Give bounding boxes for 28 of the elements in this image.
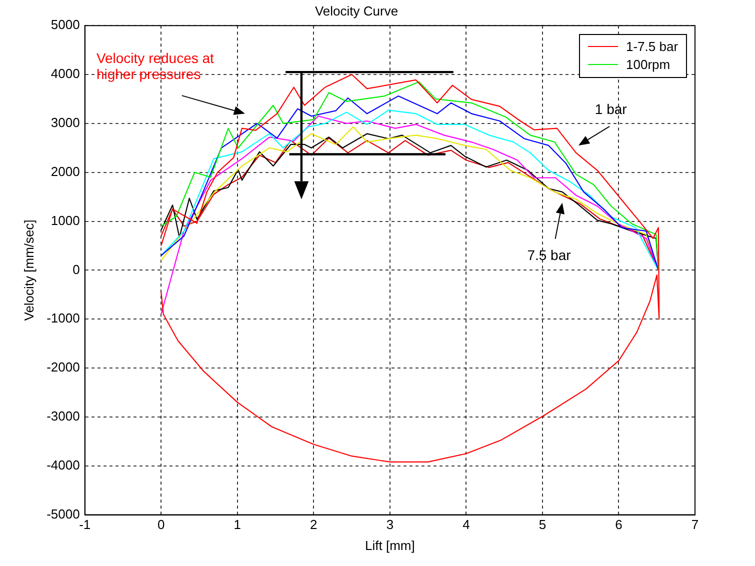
legend-label: 1-7.5 bar bbox=[626, 39, 678, 54]
x-tick-label: 2 bbox=[310, 517, 318, 532]
y-tick-label: -5000 bbox=[46, 506, 80, 522]
y-tick-label: 1000 bbox=[50, 212, 80, 228]
y-tick-label: 5000 bbox=[50, 17, 80, 32]
legend-label: 100rpm bbox=[626, 57, 670, 72]
annotation: Velocity reduces at higher pressures bbox=[96, 50, 215, 82]
y-tick-label: -3000 bbox=[46, 408, 80, 424]
x-tick-label: 3 bbox=[386, 517, 394, 532]
annotation: 7.5 bar bbox=[527, 246, 571, 263]
y-axis-title: Velocity [mm/sec] bbox=[21, 220, 36, 321]
y-tick-label: 4000 bbox=[50, 66, 80, 82]
y-tick-label: 2000 bbox=[50, 164, 80, 179]
y-tick-label: -2000 bbox=[46, 360, 80, 375]
y-tick-label: -4000 bbox=[46, 457, 80, 472]
y-tick-label: 0 bbox=[72, 262, 80, 277]
x-tick-label: -1 bbox=[79, 517, 91, 532]
x-tick-label: 6 bbox=[615, 517, 622, 532]
x-axis-title: Lift [mm] bbox=[365, 538, 415, 553]
x-tick-label: 0 bbox=[158, 517, 165, 532]
x-tick-label: 1 bbox=[234, 517, 242, 532]
x-tick-label: 5 bbox=[538, 517, 546, 532]
x-tick-label: 7 bbox=[691, 517, 699, 532]
chart-title: Velocity Curve bbox=[314, 3, 398, 18]
y-tick-label: 3000 bbox=[50, 115, 80, 130]
annotation: 1 bar bbox=[594, 101, 627, 118]
x-tick-label: 4 bbox=[462, 517, 470, 532]
y-tick-label: -1000 bbox=[46, 310, 80, 326]
